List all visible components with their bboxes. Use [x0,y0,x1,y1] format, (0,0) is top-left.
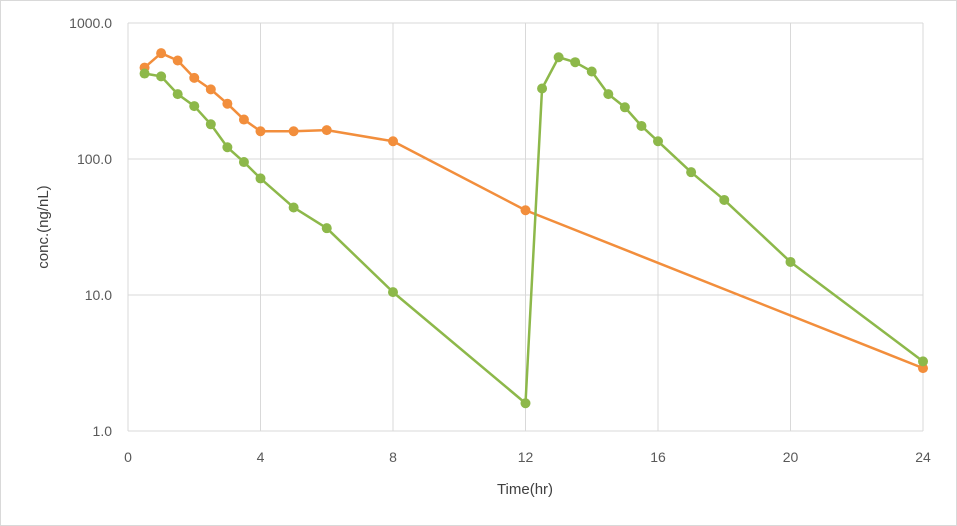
y-tick-label: 10.0 [85,287,112,303]
series-2-point [520,398,531,409]
x-tick-label: 4 [257,449,265,465]
series-2-point [172,89,183,100]
y-tick-label: 100.0 [77,151,112,167]
series-1-point [238,114,249,125]
y-tick-label: 1000.0 [69,15,112,31]
series-2-point [189,101,200,112]
series-1-point [205,84,216,95]
x-tick-label: 20 [783,449,799,465]
x-axis-title: Time(hr) [497,481,553,498]
y-tick-label: 1.0 [93,423,113,439]
series-2-point [288,202,299,213]
series-2-point [918,356,928,367]
series-2-point [785,256,796,267]
series-1-point [189,72,200,83]
series-2-point [603,89,614,100]
series-1-point [321,125,332,136]
series-2-point [619,102,630,113]
grid-lines [127,22,924,432]
x-tick-label: 8 [389,449,397,465]
series-1-point [172,55,183,66]
x-tick-label: 12 [518,449,534,465]
series-1-point [288,126,299,137]
series-1-line [143,51,924,370]
series-1-point [156,48,167,59]
x-tick-label: 16 [650,449,666,465]
series-2-point [719,194,730,205]
series-2-point [156,71,167,82]
series-2-point [686,167,697,178]
series-2-line [144,56,924,405]
y-axis-title: conc.(ng/nL) [35,185,52,268]
series-2-point [653,136,663,147]
x-tick-label: 24 [915,449,931,465]
series-2-point [222,142,233,153]
series-1-point [222,98,233,109]
x-tick-label: 0 [124,449,132,465]
series-2-point [636,120,647,131]
series-2-point [537,83,548,94]
tick-labels: 0 4 8 12 16 20 24 1.0 10.0 100.0 1000.0 [69,15,931,465]
series-2-point [139,68,150,79]
series-2-point [238,157,249,168]
series-2-point [321,223,332,234]
series-1-point [388,136,398,147]
series-2 [139,52,928,409]
series-2-point [388,287,398,298]
series-2-point [255,173,266,184]
series-1-point [255,126,266,137]
series-layer [139,48,928,409]
series-2-point [205,119,216,130]
series-2-point [586,66,597,77]
series-2-point [553,52,564,63]
series-2-point [570,57,581,68]
series-1 [139,48,928,374]
series-1-point [520,205,531,216]
